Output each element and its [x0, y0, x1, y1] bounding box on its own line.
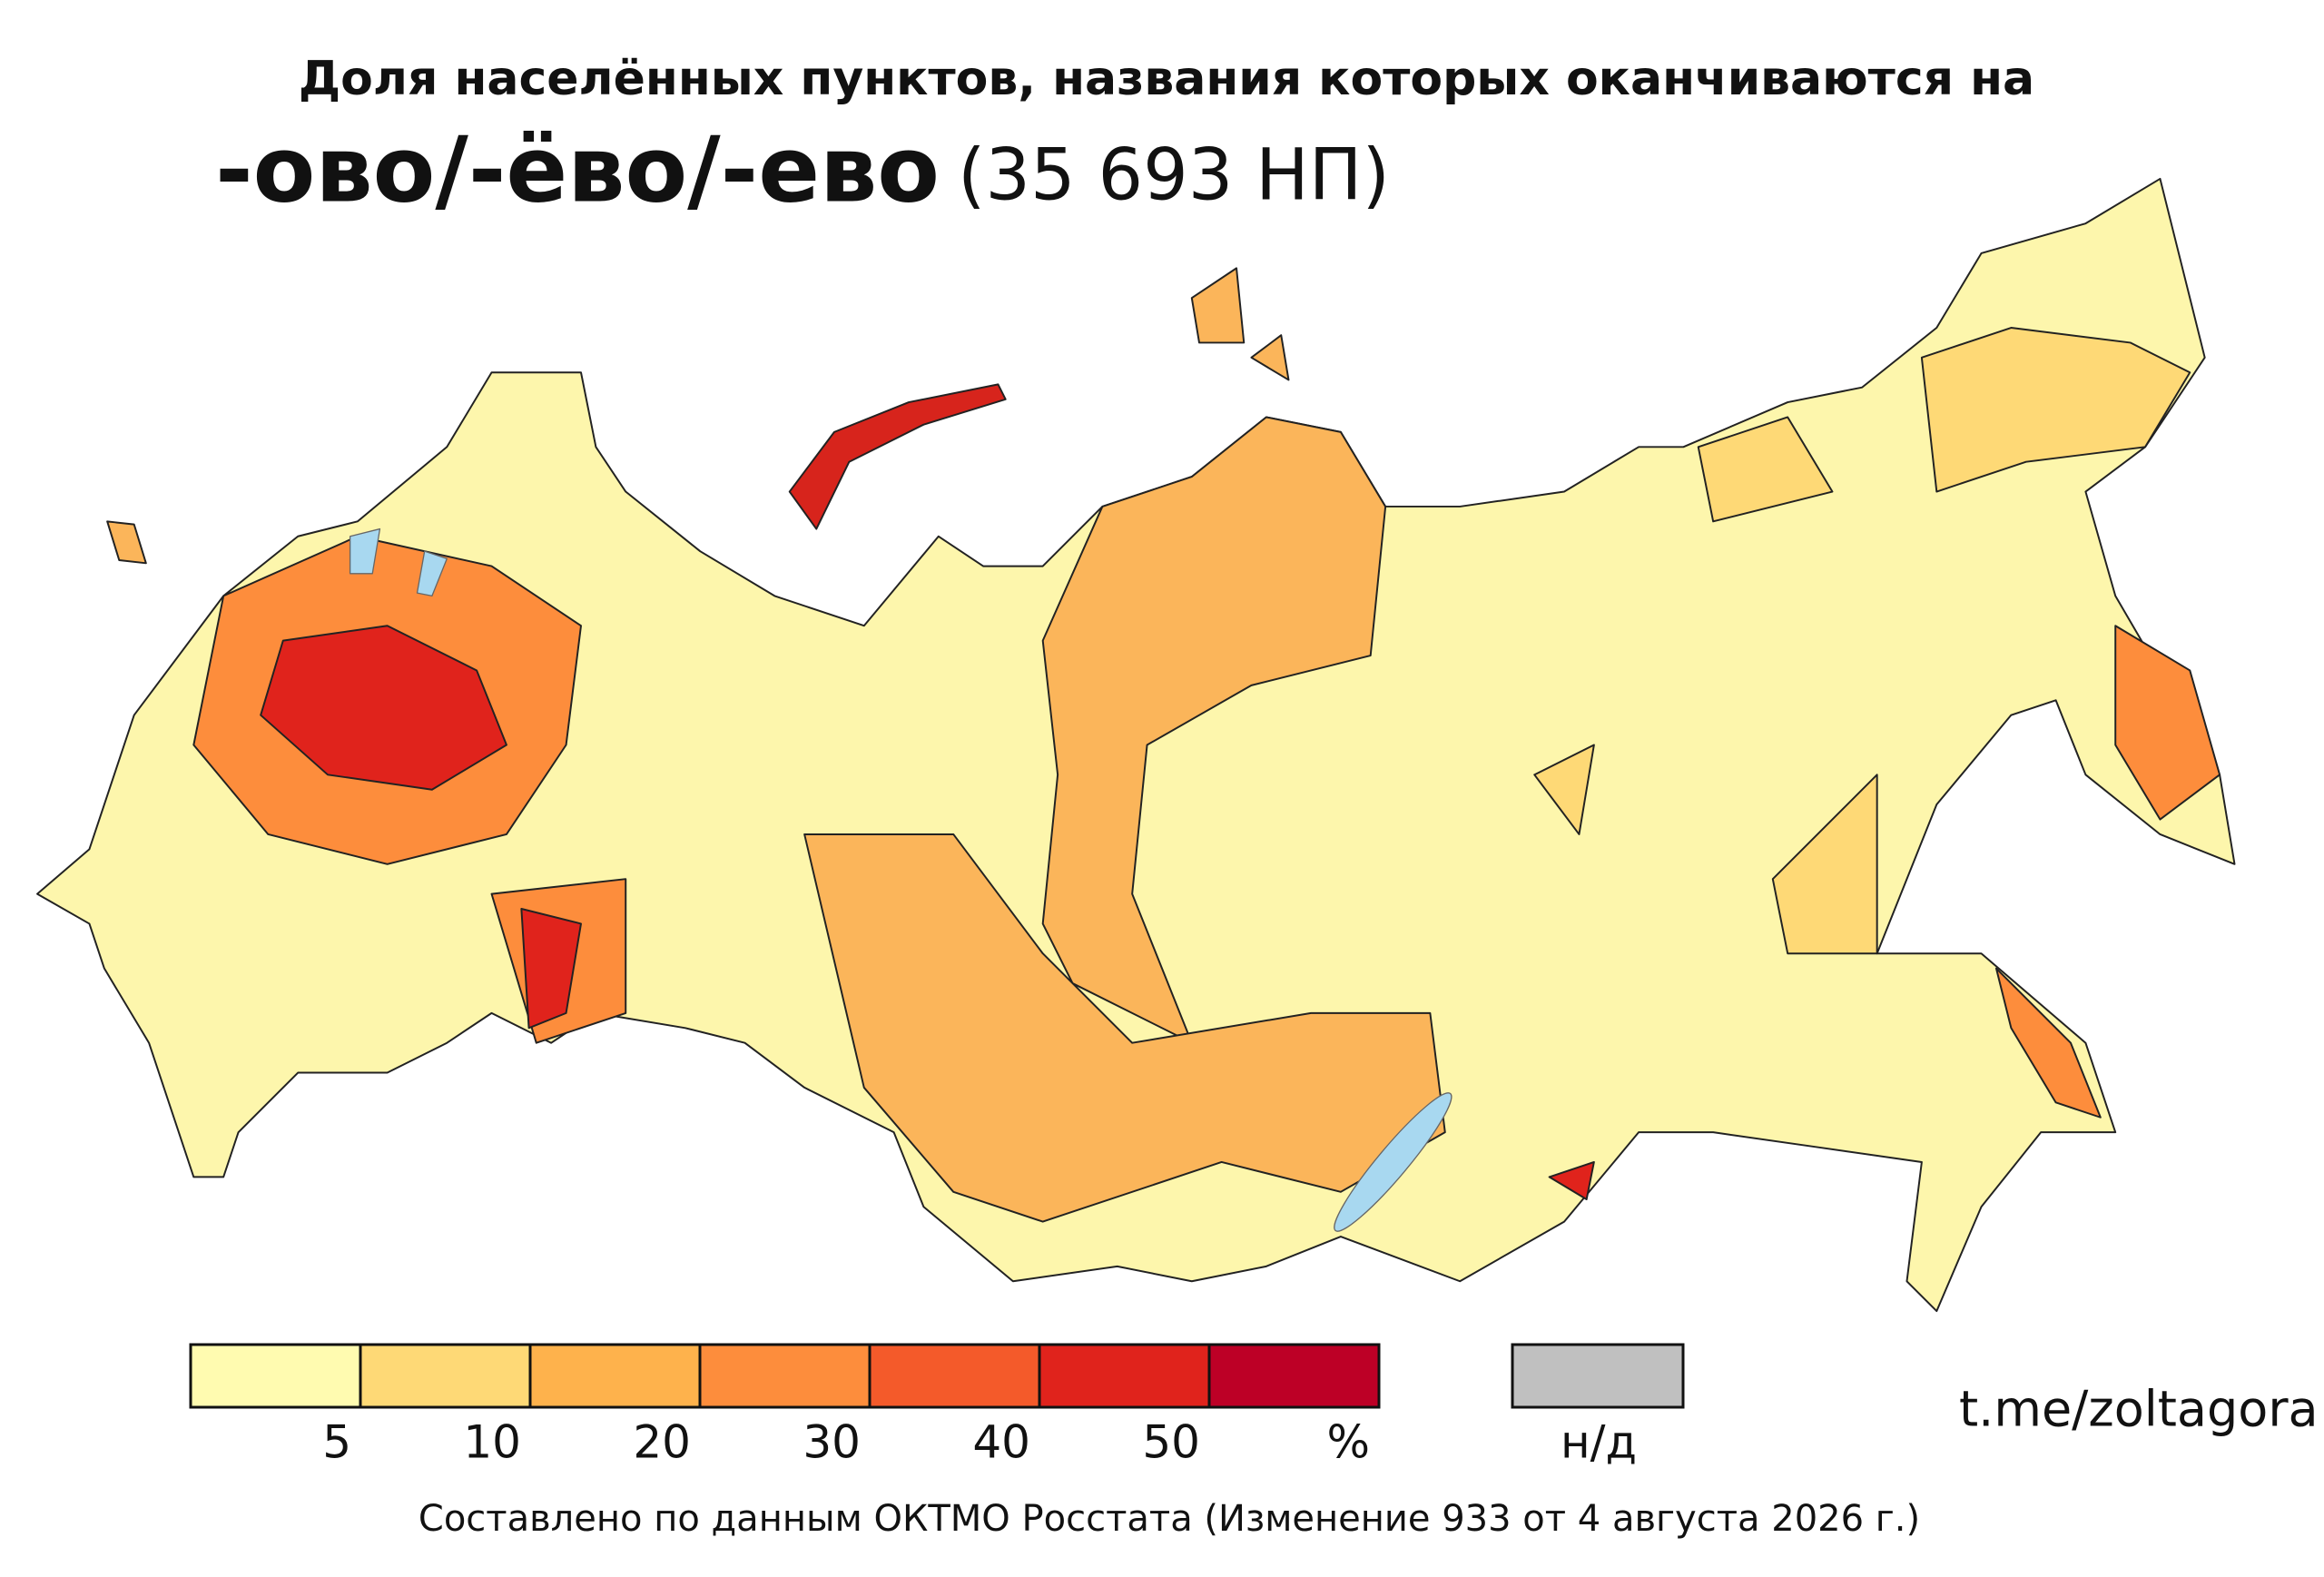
footer: Составлено по данным ОКТМО Росстата (Изм…: [419, 1498, 1920, 1540]
na-swatch: [1511, 1343, 1685, 1409]
legend-tick-label: 40: [972, 1416, 1030, 1469]
region-core: [260, 625, 1595, 1200]
lakes-ladoga-onega: [349, 527, 448, 597]
title: Доля населённых пунктов, названия которы…: [299, 52, 2034, 106]
legend-swatch: [1038, 1343, 1211, 1409]
legend-unit: %: [1326, 1416, 1370, 1469]
region-north-east: [1533, 327, 2191, 955]
legend-swatch: [868, 1343, 1041, 1409]
legend-tick-label: 50: [1142, 1416, 1200, 1469]
islands: [106, 267, 1290, 565]
legend-swatch: [528, 1343, 702, 1409]
legend-swatch: [1207, 1343, 1381, 1409]
map: [36, 177, 2236, 1313]
legend-swatch: [359, 1343, 532, 1409]
count: (35 693 НП): [958, 134, 1390, 216]
suffixes: -ово/-ёво/-ево: [215, 116, 940, 222]
legend-tick-label: 10: [463, 1416, 521, 1469]
legend-tick-label: 20: [633, 1416, 691, 1469]
lake-baikal: [1334, 1092, 1452, 1232]
legend-tick-label: 5: [322, 1416, 351, 1469]
region-south-siberia: [803, 833, 1446, 1223]
legend-swatch: [189, 1343, 362, 1409]
legend-tick-label: 30: [803, 1416, 861, 1469]
legend-swatch: [698, 1343, 872, 1409]
novaya-zemlya: [788, 383, 1007, 530]
source: t.me/zoltagora: [1959, 1381, 2319, 1438]
legend: 5 10 20 30 40 50% н/д: [189, 1343, 1685, 1469]
region-krasnoyarsk: [1041, 416, 1387, 1044]
na-label: н/д: [1561, 1416, 1637, 1469]
region-west: [192, 535, 2221, 1119]
